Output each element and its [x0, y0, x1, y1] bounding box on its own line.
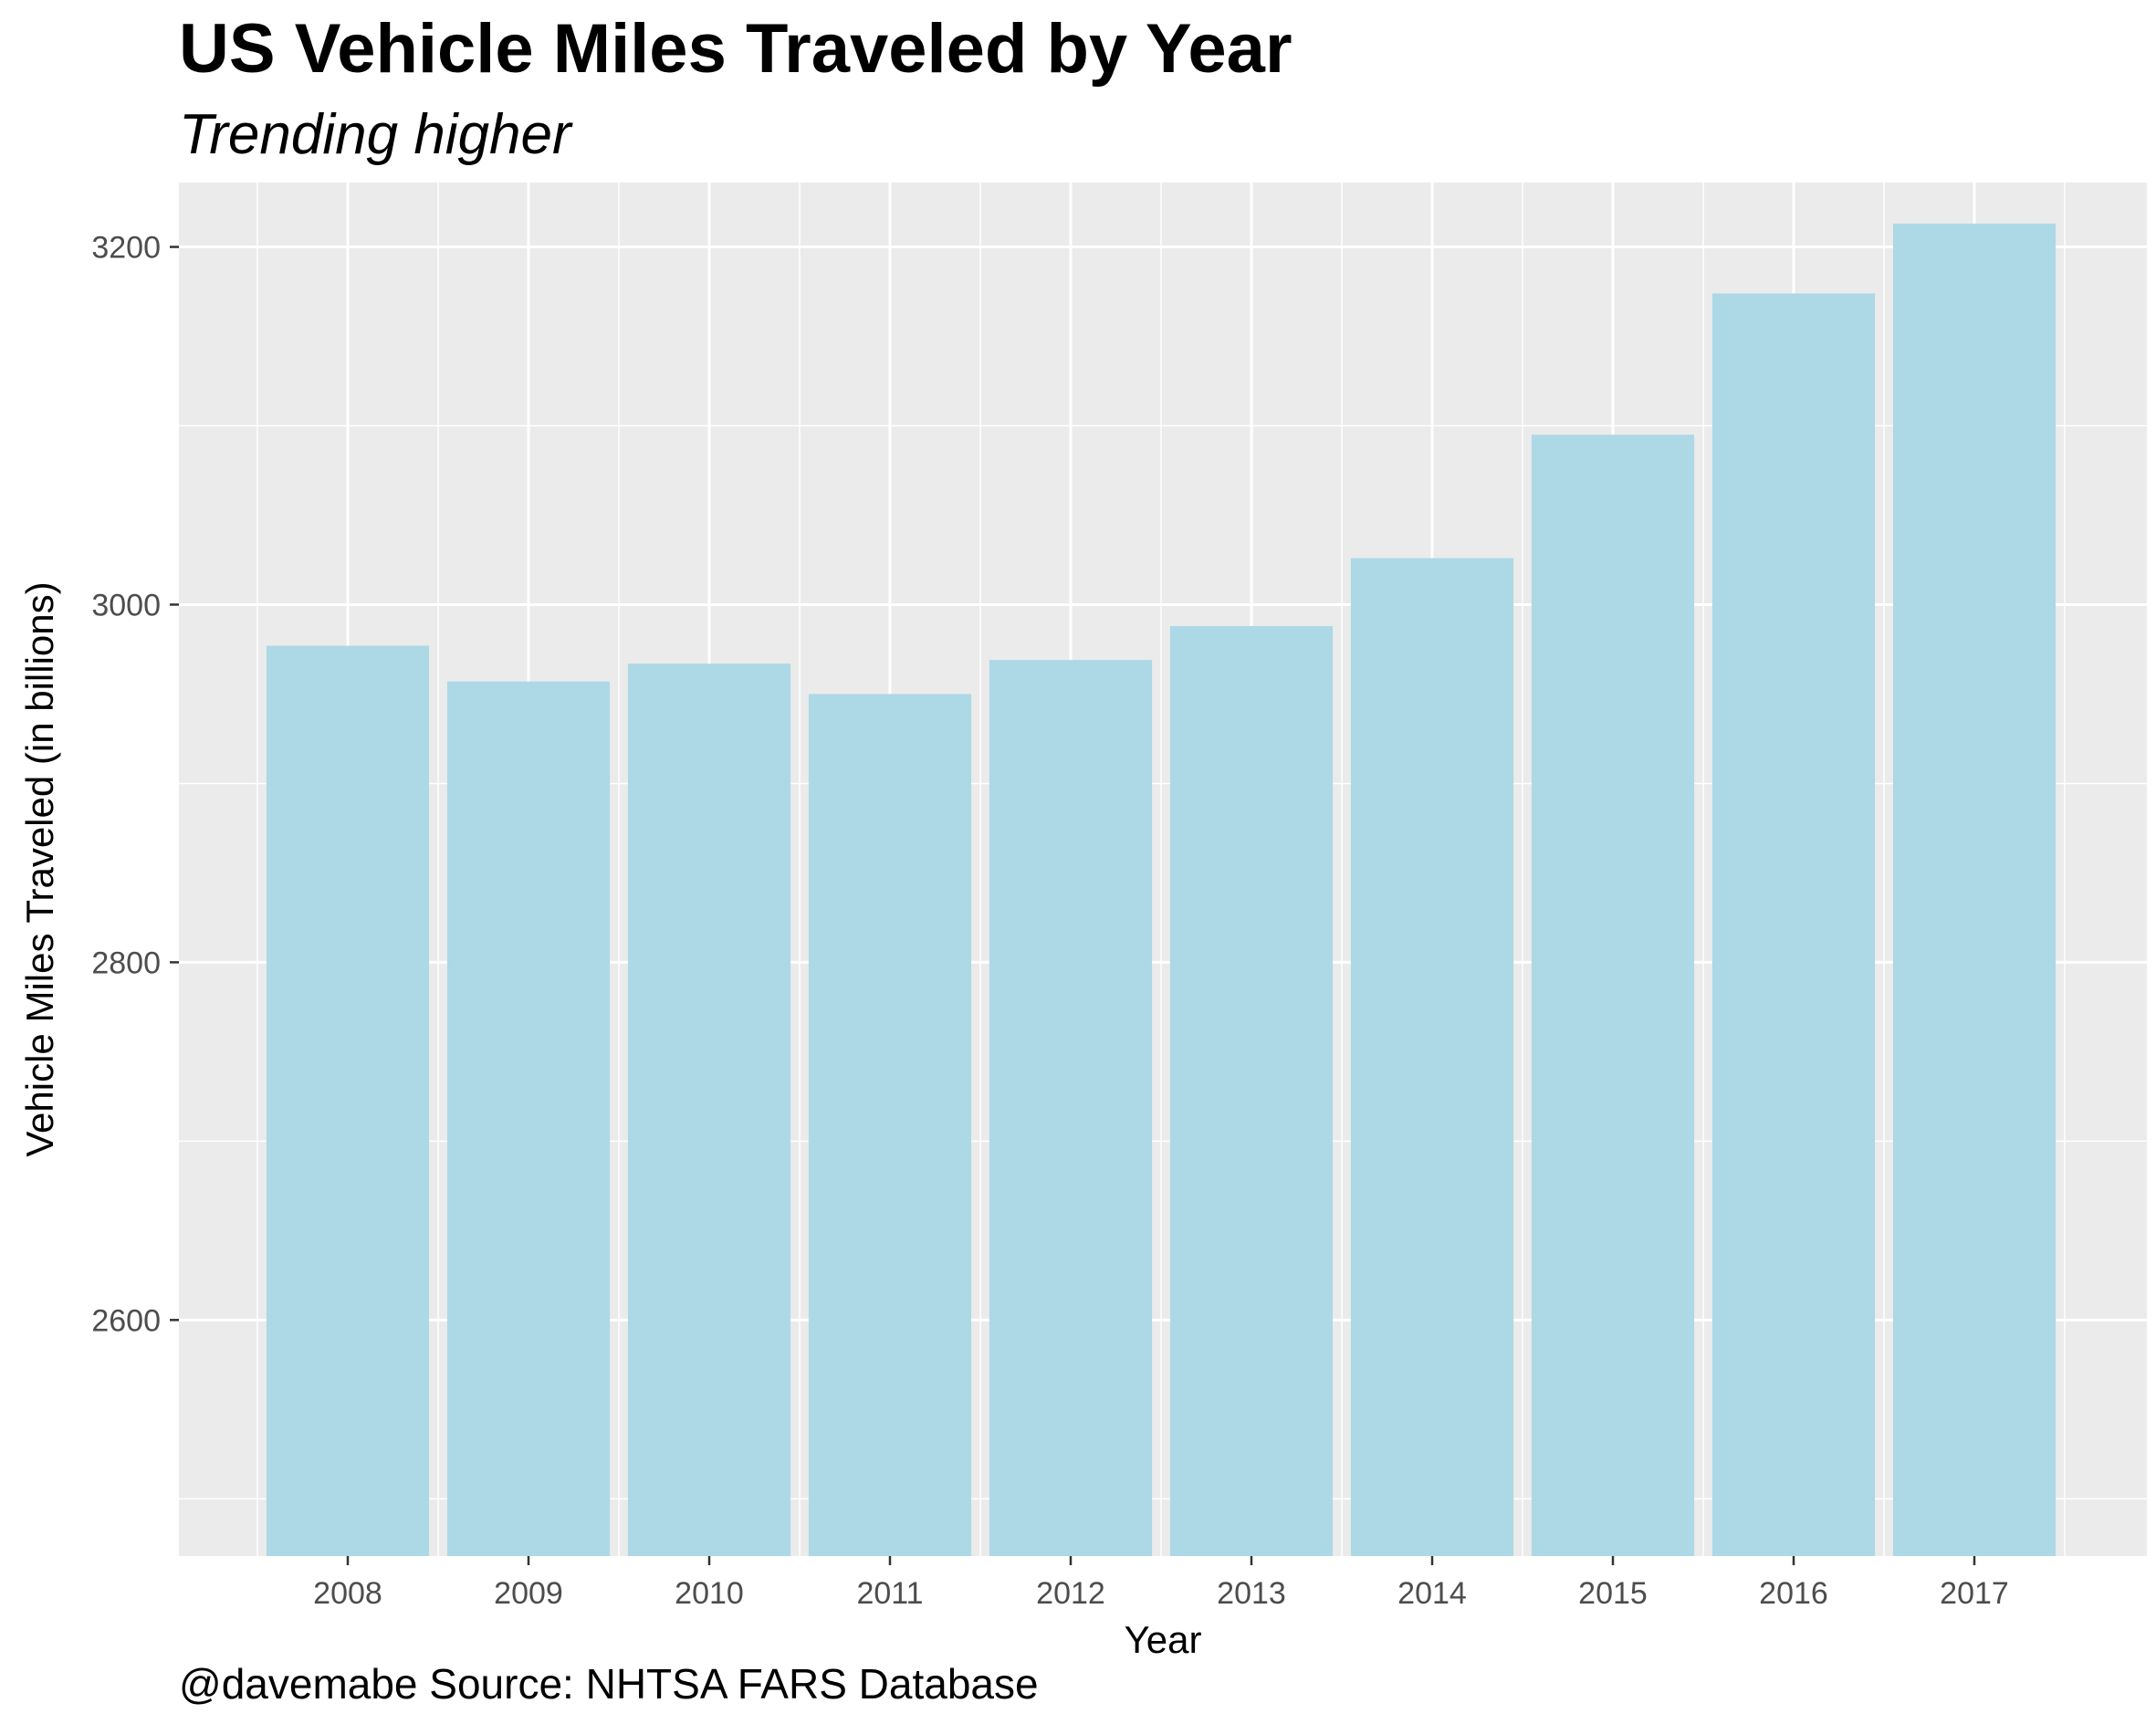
- x-axis: 2008 2009 2010 2011 2012 2013 2014 2015 2016 2017: [313, 1556, 2009, 1611]
- bar-2016: [1711, 293, 1876, 1556]
- x-tick-label: 2009: [494, 1576, 563, 1611]
- x-tick-label: 2011: [856, 1576, 923, 1611]
- chart-subtitle: Trending higher: [179, 103, 571, 166]
- bar-2009: [446, 681, 611, 1556]
- bar-2013: [1169, 625, 1334, 1556]
- bar-2012: [989, 660, 1153, 1556]
- x-tick-label: 2008: [313, 1576, 382, 1611]
- x-tick-label: 2015: [1578, 1576, 1648, 1611]
- bar-2010: [627, 663, 791, 1556]
- y-axis: 2600 2800 3000 3200: [91, 231, 179, 1338]
- y-tick-label: 2600: [91, 1303, 161, 1338]
- y-tick-label: 2800: [91, 946, 161, 980]
- source-caption: @davemabe Source: NHTSA FARS Database: [179, 1660, 1039, 1708]
- chart-title: US Vehicle Miles Traveled by Year: [179, 10, 1293, 88]
- x-tick-label: 2016: [1759, 1576, 1828, 1611]
- x-tick-label: 2010: [675, 1576, 744, 1611]
- bar-2011: [808, 694, 972, 1556]
- x-axis-label: Year: [1125, 1618, 1202, 1661]
- bar-2017: [1892, 224, 2057, 1556]
- y-axis-label: Vehicle Miles Traveled (in billions): [18, 581, 61, 1156]
- bar-2014: [1350, 558, 1514, 1556]
- y-tick-label: 3000: [91, 588, 161, 622]
- x-tick-label: 2014: [1397, 1576, 1467, 1611]
- bars: [266, 224, 2057, 1556]
- y-tick-label: 3200: [91, 231, 161, 266]
- x-tick-label: 2013: [1217, 1576, 1286, 1611]
- bar-2015: [1531, 434, 1695, 1556]
- x-tick-label: 2017: [1940, 1576, 2009, 1611]
- bar-2008: [266, 645, 430, 1556]
- x-tick-label: 2012: [1036, 1576, 1105, 1611]
